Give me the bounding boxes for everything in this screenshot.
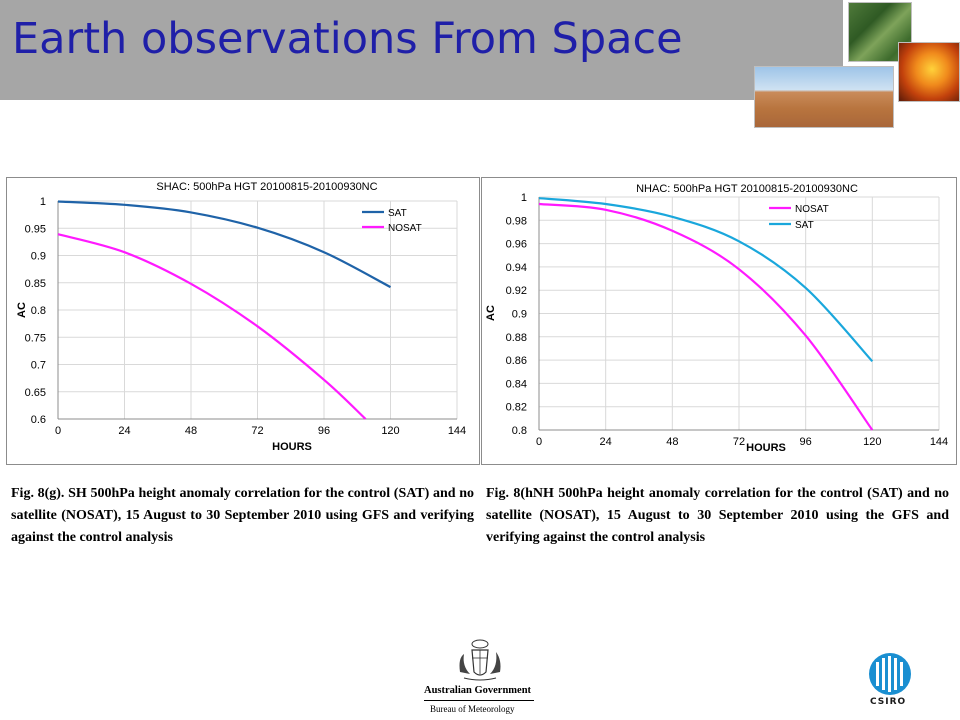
y-tick-label: 0.8 [512,425,527,437]
y-axis-label: AC [485,305,497,321]
x-axis-label: HOURS [272,441,312,453]
y-tick-label: 0.92 [506,285,527,297]
y-tick-label: 0.8 [31,305,46,317]
x-tick-label: 24 [118,425,130,437]
y-tick-label: 0.84 [506,378,527,390]
y-tick-label: 0.9 [512,309,527,321]
harvest-photo [754,66,894,128]
csiro-label: CSIRO [870,697,907,707]
legend-label: NOSAT [388,223,422,234]
chart-title: NHAC: 500hPa HGT 20100815-20100930NC [636,183,858,195]
bureau-name: Bureau of Meteorology [430,704,515,714]
series-line-sat [538,197,874,363]
csiro-logo: CSIRO [868,652,912,710]
coat-of-arms-icon [459,639,501,681]
series-line-nosat [57,233,367,420]
gov-name: Australian Government [424,685,532,696]
chart-sh-svg: 0.6 0.65 0.7 0.75 0.8 0.85 0.9 0.95 1 0 24 48 72 96 12… [16,181,466,453]
x-axis-label: HOURS [746,442,786,454]
x-tick-label: 0 [55,425,61,437]
y-tick-label: 0.96 [506,239,527,251]
caption-left: Fig. 8(g). SH 500hPa height anomaly corr… [11,486,474,545]
x-tick-label: 96 [800,436,812,448]
bushfire-photo [898,42,960,102]
y-axis-label: AC [16,302,28,318]
x-tick-label: 72 [251,425,263,437]
y-tick-label: 0.86 [506,355,527,367]
y-tick-label: 1 [40,196,46,208]
x-tick-label: 48 [185,425,197,437]
logo-divider [424,700,534,701]
legend-label: SAT [795,220,814,231]
y-tick-label: 0.9 [31,251,46,263]
x-tick-label: 96 [318,425,330,437]
series-line-nosat [538,202,874,431]
caption-right: Fig. 8(hNH 500hPa height anomaly correla… [486,486,949,545]
x-tick-label: 144 [448,425,466,437]
y-tick-label: 0.95 [25,223,46,235]
chart-title: SHAC: 500hPa HGT 20100815-20100930NC [156,181,377,193]
x-tick-label: 0 [536,436,542,448]
legend-label: NOSAT [795,204,829,215]
australian-government-logo: Australian Government Bureau of Meteorol… [424,638,536,718]
x-tick-label: 120 [381,425,399,437]
forest-photo [848,2,912,62]
y-tick-label: 0.85 [25,278,46,290]
y-tick-label: 0.7 [31,360,46,372]
y-tick-label: 0.82 [506,402,527,414]
x-tick-label: 72 [733,436,745,448]
x-tick-label: 48 [666,436,678,448]
y-tick-label: 0.65 [25,387,46,399]
y-tick-label: 0.98 [506,215,527,227]
legend-label: SAT [388,208,407,219]
y-tick-label: 1 [521,192,527,204]
chart-sh: 0.6 0.65 0.7 0.75 0.8 0.85 0.9 0.95 1 0 24 48 72 96 12… [6,177,480,465]
x-tick-label: 24 [600,436,612,448]
y-tick-label: 0.6 [31,414,46,426]
x-tick-label: 144 [930,436,948,448]
csiro-icon [869,653,911,695]
y-tick-label: 0.88 [506,332,527,344]
y-tick-label: 0.94 [506,262,527,274]
y-tick-label: 0.75 [25,332,46,344]
chart-nh-svg: 0.8 0.82 0.84 0.86 0.88 0.9 0.92 0.94 0.96 0.98 1 0… [485,183,948,454]
slide-title: Earth observations From Space [12,14,683,64]
title-bar: Earth observations From Space [0,0,843,100]
x-tick-label: 120 [863,436,881,448]
chart-nh: 0.8 0.82 0.84 0.86 0.88 0.9 0.92 0.94 0.96 0.98 1 0… [481,177,957,465]
series-line-sat [57,200,392,289]
